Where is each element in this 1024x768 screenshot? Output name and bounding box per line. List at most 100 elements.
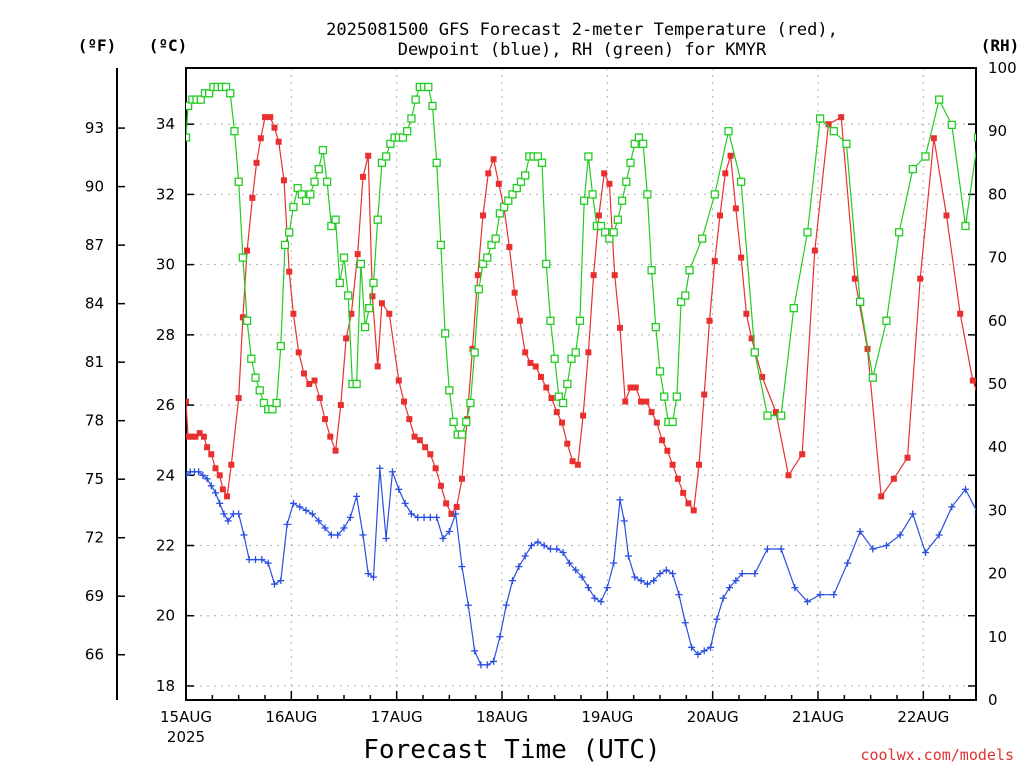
rh-point — [504, 196, 513, 205]
dewpoint-point — [401, 499, 409, 507]
dewpoint-point — [527, 542, 535, 550]
temperature-point — [327, 433, 334, 440]
temperature-point — [365, 152, 372, 159]
temperature-point — [627, 384, 634, 391]
temperature-point — [680, 489, 687, 496]
rh-point — [259, 398, 269, 408]
temperature-point — [732, 205, 739, 212]
rh-point — [457, 430, 467, 439]
temperature-point — [553, 409, 560, 416]
dewpoint-point — [315, 517, 323, 525]
rh-point — [829, 127, 838, 136]
fahrenheit-tick-label: 69 — [85, 587, 104, 605]
rh-point — [221, 82, 231, 92]
dewpoint-point — [496, 633, 504, 641]
temperature-point — [311, 377, 318, 384]
rh-point — [537, 158, 547, 167]
rh-point — [596, 221, 606, 231]
temperature-point — [348, 310, 355, 317]
rh-point — [381, 152, 391, 161]
dewpoint-point — [433, 513, 441, 521]
dewpoint-point — [211, 489, 219, 497]
temperature-line — [186, 116, 976, 516]
rh-point — [314, 164, 323, 174]
chart-title-line1: 2025081500 GFS Forecast 2-meter Temperat… — [326, 20, 838, 40]
rh-point — [550, 354, 559, 363]
rh-point — [605, 234, 614, 243]
dewpoint-point — [296, 503, 304, 511]
temperature-point — [648, 409, 655, 416]
temperature-point — [386, 310, 393, 317]
rh-point — [499, 202, 509, 212]
dewpoint-point — [578, 573, 586, 581]
dewpoint-point — [597, 598, 605, 606]
temperature-point — [943, 212, 950, 219]
dewpoint-point — [961, 485, 969, 493]
dewpoint-point — [643, 580, 651, 588]
rh-point — [247, 354, 256, 363]
rh-point — [842, 139, 851, 148]
dewpoint-point — [258, 556, 266, 564]
rh-point — [238, 253, 248, 262]
temperature-point — [904, 454, 911, 461]
temperature-point — [611, 272, 618, 279]
rh-tick-label: 60 — [988, 312, 1007, 330]
temperature-point — [851, 275, 858, 282]
time-tick-label: 19AUG — [581, 708, 633, 726]
temperature-point — [748, 335, 755, 342]
temperature-point — [271, 124, 278, 131]
fahrenheit-tick-label: 66 — [85, 646, 104, 664]
time-tick-label: 21AUG — [792, 708, 844, 726]
rh-point — [289, 202, 298, 212]
dewpoint-point — [471, 647, 479, 655]
dewpoint-point — [650, 577, 658, 585]
time-tick-label: 22AUG — [897, 708, 949, 726]
temperature-point — [253, 159, 260, 166]
rh-point — [251, 373, 260, 382]
temperature-point — [480, 212, 487, 219]
rh-point — [407, 114, 416, 123]
rh-point — [356, 259, 366, 269]
rh-point — [495, 209, 505, 218]
rh-point — [676, 297, 686, 306]
rh-point — [470, 348, 479, 357]
time-tick-label: 17AUG — [371, 708, 423, 726]
temperature-point — [458, 475, 465, 482]
fahrenheit-tick-label: 84 — [85, 295, 104, 313]
temperature-point — [548, 395, 555, 402]
temperature-point — [257, 135, 264, 142]
rh-point — [634, 133, 644, 142]
temperature-point — [585, 349, 592, 356]
rh-point — [961, 221, 970, 231]
dewpoint-point — [553, 545, 561, 553]
rh-point — [934, 95, 944, 104]
temperature-point — [286, 268, 293, 275]
dewpoint-point — [452, 510, 460, 518]
temperature-point — [643, 398, 650, 405]
dewpoint-point — [289, 499, 297, 507]
dewpoint-point — [610, 559, 618, 567]
temperature-point — [564, 440, 571, 447]
rh-point — [339, 253, 349, 262]
axes — [116, 67, 977, 701]
rh-point — [647, 266, 656, 275]
rh-tick-label: 0 — [988, 691, 998, 709]
temperature-point — [374, 363, 381, 370]
dewpoint-point — [681, 619, 689, 627]
dewpoint-point — [856, 527, 864, 535]
fahrenheit-tick-label: 87 — [85, 236, 104, 254]
rh-point — [449, 417, 458, 427]
rh-point — [803, 228, 812, 237]
dewpoint-point — [719, 594, 727, 602]
rh-point — [988, 140, 995, 147]
temperature-point — [239, 314, 246, 321]
rh-point — [588, 190, 597, 199]
temperature-point — [838, 114, 845, 121]
dewpoint-point — [675, 591, 683, 599]
rh-point — [365, 304, 374, 313]
temperature-point — [204, 444, 211, 451]
rh-point — [609, 228, 618, 237]
dewpoint-point — [921, 549, 929, 557]
dewpoint-point — [738, 570, 746, 578]
dewpoint-point — [713, 615, 721, 623]
